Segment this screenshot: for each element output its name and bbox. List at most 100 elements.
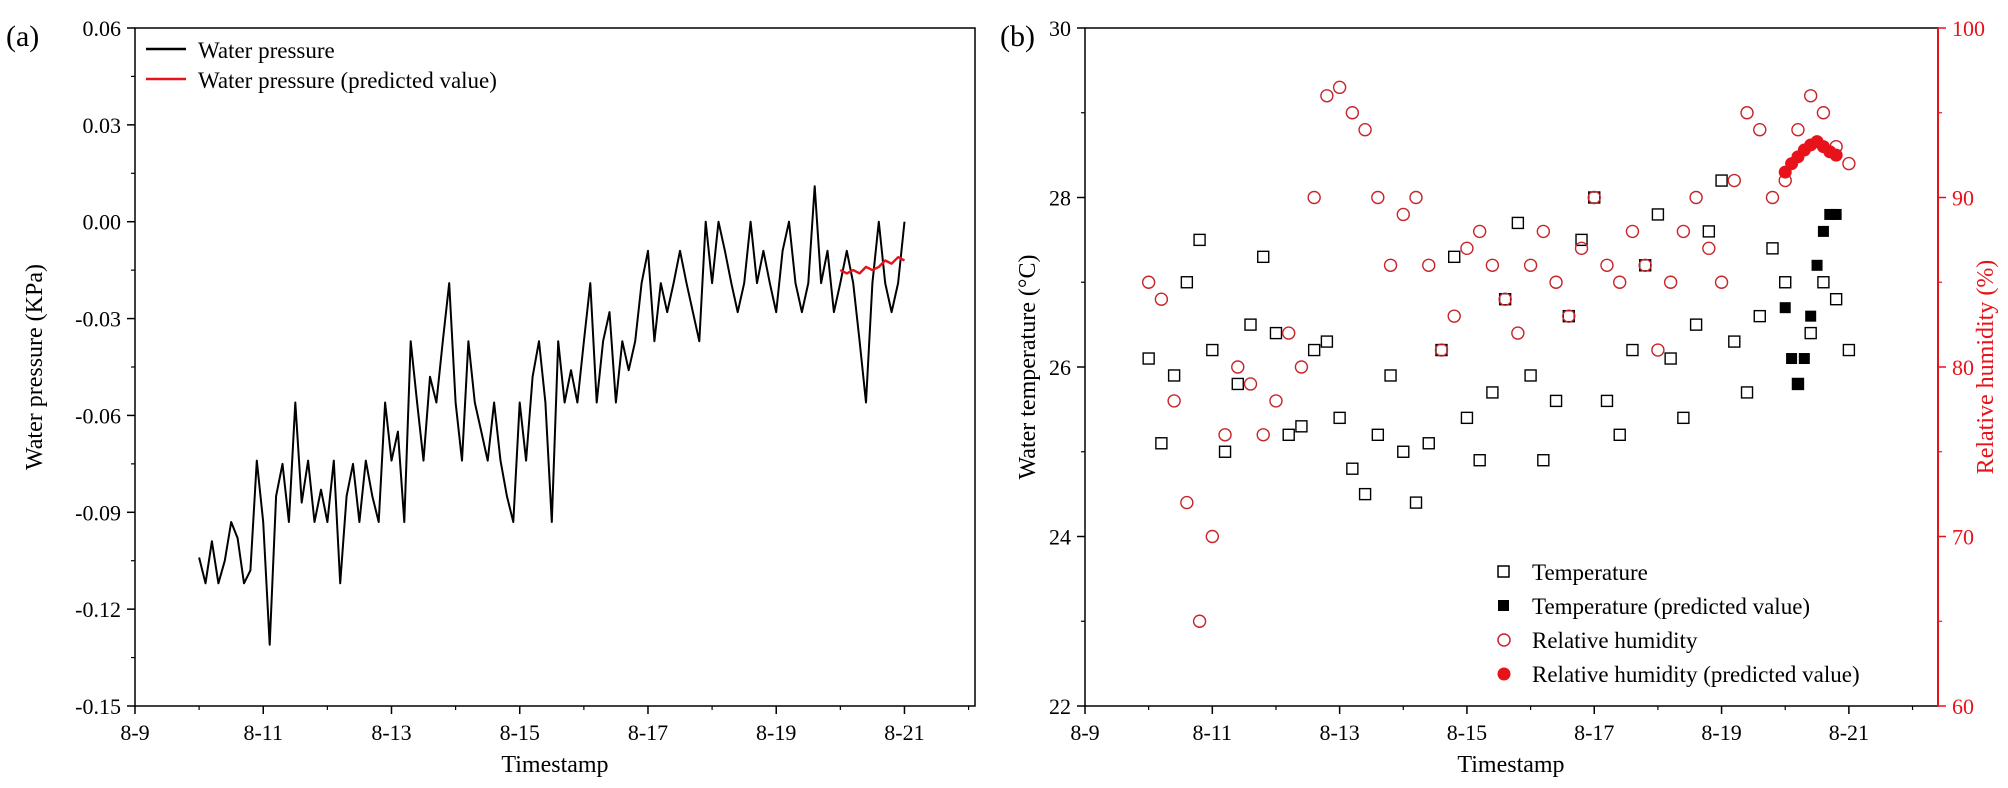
- panel-b-legend: Temperature Temperature (predicted value…: [1497, 560, 1860, 687]
- relative-humidity-point: [1536, 224, 1551, 239]
- relative-humidity-point: [1358, 122, 1372, 137]
- legend-label-temperature: Temperature: [1532, 560, 1648, 585]
- legend-label-relative-humidity: Relative humidity: [1532, 628, 1698, 653]
- relative-humidity-point: [1842, 156, 1856, 171]
- relative-humidity-point: [1587, 190, 1601, 205]
- temperature-point: [1473, 454, 1486, 467]
- relative-humidity-point: [1753, 122, 1767, 137]
- relative-humidity-point: [1320, 89, 1334, 103]
- relative-humidity-point: [1256, 428, 1270, 442]
- panel-b-x-tick-label: 8-15: [1447, 720, 1487, 745]
- panel-a-y-tick-label: 0.00: [83, 210, 122, 235]
- temperature-point: [1486, 386, 1499, 399]
- temperature-predicted-point: [1805, 310, 1817, 322]
- temperature-point: [1804, 326, 1817, 340]
- temperature-point: [1460, 411, 1474, 425]
- relative-humidity-point: [1154, 292, 1169, 306]
- temperature-point: [1689, 318, 1703, 331]
- relative-humidity-point: [1689, 190, 1703, 205]
- panel-b-y-tick-label: 26: [1049, 355, 1071, 380]
- relative-humidity-point: [1485, 258, 1500, 272]
- panel-b-left-y-axis-title: Water temperature (°C): [1015, 255, 1041, 480]
- temperature-point: [1244, 318, 1257, 331]
- panel-a-x-tick-label: 8-11: [243, 720, 283, 745]
- panel-a-plot-frame: [134, 27, 976, 707]
- panel-a-y-axis-title: Water pressure (KPa): [22, 264, 48, 470]
- panel-b-series: [1141, 80, 1856, 628]
- temperature-point: [1626, 343, 1639, 357]
- temperature-point: [1371, 428, 1385, 441]
- panel-a-x-tick-label: 8-9: [120, 720, 149, 745]
- panel-b-left-y-axis: 22 24 26 28 30: [1049, 16, 1085, 719]
- temperature-point: [1829, 293, 1843, 306]
- relative-humidity-point: [1663, 275, 1678, 289]
- temperature-point: [1766, 242, 1779, 255]
- relative-humidity-point: [1803, 89, 1818, 103]
- relative-humidity-point: [1765, 190, 1780, 205]
- relative-humidity-point: [1613, 275, 1627, 289]
- temperature-predicted-point: [1824, 208, 1836, 220]
- panel-a-y-tick-label: -0.06: [75, 403, 121, 428]
- relative-humidity-point: [1600, 258, 1614, 272]
- legend-label-temperature-predicted: Temperature (predicted value): [1532, 594, 1810, 619]
- relative-humidity-point: [1282, 326, 1296, 340]
- panel-a-y-axis: -0.15 -0.12 -0.09 -0.06 -0.03 0.00 0.03 0.06: [75, 16, 135, 719]
- legend-marker-relative-humidity-predicted: [1497, 667, 1511, 681]
- temperature-point: [1295, 420, 1308, 433]
- relative-humidity-point: [1638, 258, 1652, 272]
- relative-humidity-point: [1791, 122, 1805, 137]
- temperature-point: [1231, 377, 1244, 391]
- panel-b-x-tick-label: 8-13: [1319, 720, 1359, 745]
- legend-label-relative-humidity-predicted: Relative humidity (predicted value): [1532, 662, 1860, 687]
- temperature-point: [1269, 326, 1283, 340]
- temperature-point: [1600, 394, 1614, 408]
- panel-b-x-tick-label: 8-17: [1574, 720, 1614, 745]
- temperature-point: [1180, 276, 1194, 289]
- relative-humidity-point: [1472, 224, 1487, 239]
- temperature-point: [1397, 445, 1410, 458]
- relative-humidity-point: [1434, 343, 1449, 357]
- panel-b-x-tick-label: 8-19: [1701, 720, 1741, 745]
- relative-humidity-point: [1816, 106, 1831, 120]
- relative-humidity-point: [1523, 258, 1538, 272]
- relative-humidity-point: [1307, 190, 1321, 205]
- legend-marker-temperature-predicted: [1498, 600, 1509, 611]
- panel-a-y-tick-label: -0.03: [75, 307, 121, 332]
- relative-humidity-point: [1205, 529, 1220, 544]
- temperature-point: [1167, 369, 1181, 382]
- relative-humidity-point: [1447, 309, 1461, 323]
- temperature-point: [1753, 309, 1766, 323]
- temperature-point: [1702, 225, 1716, 238]
- temperature-point: [1333, 411, 1346, 425]
- temperature-point: [1282, 428, 1295, 441]
- panel-b-right-y-axis: 60 70 80 90 100: [1938, 16, 1985, 719]
- temperature-point: [1257, 250, 1270, 264]
- relative-humidity-point: [1294, 360, 1309, 374]
- panel-b-x-tick-label: 8-11: [1193, 720, 1233, 745]
- temperature-point: [1422, 437, 1435, 450]
- temperature-point: [1524, 369, 1537, 382]
- relative-humidity-point: [1651, 343, 1665, 357]
- legend-marker-temperature: [1497, 565, 1510, 578]
- panel-b-x-tick-label: 8-9: [1070, 720, 1099, 745]
- panel-a-x-tick-label: 8-13: [371, 720, 411, 745]
- relative-humidity-point: [1422, 258, 1436, 272]
- relative-humidity-point: [1371, 190, 1385, 205]
- panel-b-x-axis: 8-9 8-11 8-13 8-15 8-17 8-19 8-21: [1070, 706, 1914, 745]
- relative-humidity-point: [1727, 173, 1741, 188]
- panel-b-y-tick-label: 24: [1049, 525, 1071, 550]
- panel-a-y-tick-label: 0.06: [83, 16, 122, 41]
- relative-humidity-point: [1231, 360, 1245, 374]
- temperature-predicted-point: [1792, 378, 1804, 390]
- relative-humidity-point: [1141, 275, 1156, 289]
- relative-humidity-point: [1676, 224, 1691, 239]
- panel-a-y-tick-label: -0.09: [75, 500, 121, 525]
- temperature-predicted-point: [1817, 225, 1829, 237]
- relative-humidity-point: [1192, 614, 1207, 628]
- relative-humidity-point: [1167, 394, 1181, 408]
- panel-a-legend: Water pressure Water pressure (predicted…: [146, 38, 497, 93]
- panel-a-x-axis: 8-9 8-11 8-13 8-15 8-17 8-19 8-21: [120, 706, 970, 745]
- temperature-point: [1193, 233, 1206, 247]
- panel-b-right-y-axis-title: Relative humidity (%): [1973, 260, 1999, 475]
